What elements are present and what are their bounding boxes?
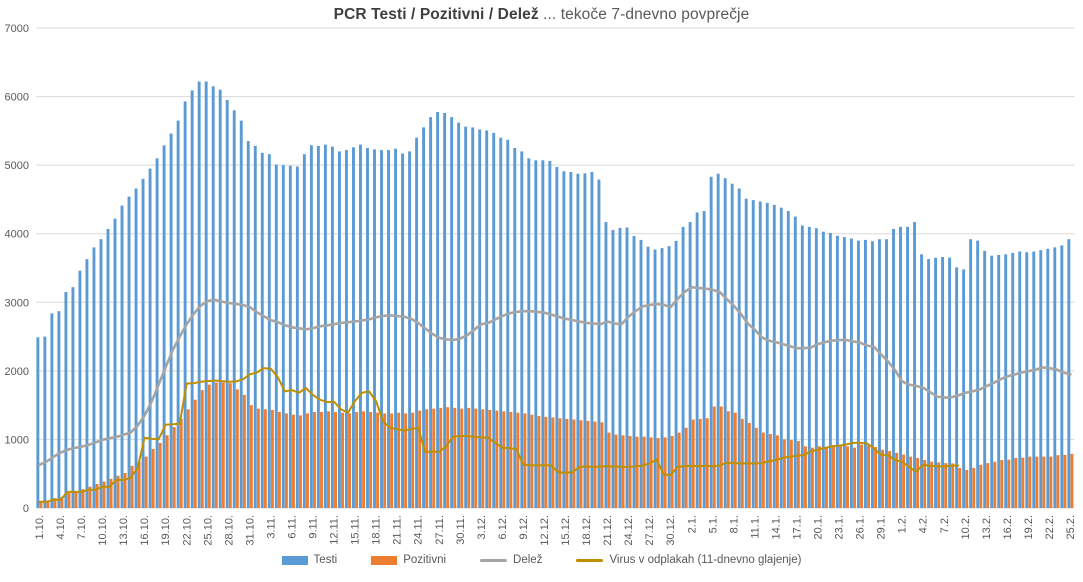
bars-pozitivni: [39, 382, 1074, 508]
svg-text:22.2.: 22.2.: [1044, 515, 1056, 539]
svg-text:25.2.: 25.2.: [1065, 515, 1077, 539]
chart-legend: Testi Pozitivni Delež Virus v odplakah (…: [0, 554, 1083, 566]
svg-text:10.2.: 10.2.: [960, 515, 972, 539]
legend-item-pozitivni: Pozitivni: [371, 554, 446, 566]
svg-text:9.11.: 9.11.: [308, 515, 320, 539]
svg-text:21.11.: 21.11.: [392, 515, 404, 545]
svg-text:6000: 6000: [5, 92, 29, 104]
svg-text:15.11.: 15.11.: [350, 515, 362, 545]
svg-text:15.12.: 15.12.: [560, 515, 572, 546]
svg-text:31.10.: 31.10.: [244, 515, 256, 546]
svg-text:2000: 2000: [5, 366, 29, 378]
svg-text:11.1.: 11.1.: [749, 515, 761, 539]
svg-text:2.1.: 2.1.: [686, 515, 698, 533]
svg-text:26.1.: 26.1.: [855, 515, 867, 539]
svg-text:7000: 7000: [5, 23, 29, 35]
svg-text:17.1.: 17.1.: [792, 515, 804, 539]
svg-text:5.1.: 5.1.: [707, 515, 719, 533]
svg-text:3.12.: 3.12.: [476, 515, 488, 539]
svg-text:5000: 5000: [5, 160, 29, 172]
svg-text:24.11.: 24.11.: [413, 515, 425, 545]
svg-text:19.10.: 19.10.: [160, 515, 172, 546]
svg-text:12.11.: 12.11.: [329, 515, 341, 545]
pozitivni-bar-swatch-icon: [371, 555, 398, 565]
svg-text:21.12.: 21.12.: [602, 515, 614, 546]
svg-text:4.10.: 4.10.: [55, 515, 67, 539]
legend-label-pozitivni: Pozitivni: [403, 554, 447, 566]
chart-title: PCR Testi / Pozitivni / Delež ... tekoče…: [0, 6, 1083, 24]
svg-text:8.1.: 8.1.: [728, 515, 740, 533]
legend-item-testi: Testi: [281, 554, 338, 566]
svg-text:4.2.: 4.2.: [918, 515, 930, 533]
svg-text:27.12.: 27.12.: [644, 515, 656, 546]
svg-text:7.10.: 7.10.: [76, 515, 88, 539]
svg-text:30.11.: 30.11.: [455, 515, 467, 545]
testi-bar-swatch-icon: [281, 555, 308, 565]
svg-text:0: 0: [23, 503, 29, 515]
svg-text:13.2.: 13.2.: [981, 515, 993, 539]
svg-text:1000: 1000: [5, 434, 29, 446]
svg-text:3.11.: 3.11.: [266, 515, 278, 539]
svg-text:6.12.: 6.12.: [497, 515, 509, 539]
legend-item-delez: Delež: [480, 554, 542, 566]
line-delez: [38, 285, 1072, 467]
svg-text:4000: 4000: [5, 229, 29, 241]
virus-line-swatch-icon: [576, 558, 604, 562]
svg-text:1.2.: 1.2.: [897, 515, 909, 533]
legend-item-virus: Virus v odplakah (11-dnevno glajenje): [576, 554, 801, 566]
chart-title-bold: PCR Testi / Pozitivni / Delež: [333, 6, 539, 23]
svg-text:13.10.: 13.10.: [118, 515, 130, 546]
legend-label-testi: Testi: [313, 554, 338, 566]
svg-text:30.12.: 30.12.: [665, 515, 677, 546]
svg-text:18.12.: 18.12.: [581, 515, 593, 546]
svg-text:20.1.: 20.1.: [813, 515, 825, 539]
x-axis-labels: 1.10. 4.10. 7.10. 10.10. 13.10. 16.10. 19.10. 2…: [34, 515, 1077, 546]
svg-text:10.10.: 10.10.: [97, 515, 109, 546]
svg-text:6.11.: 6.11.: [287, 515, 299, 539]
svg-text:29.1.: 29.1.: [876, 515, 888, 539]
y-axis-labels: 0 1000 2000 3000 4000 5000 6000 7000: [5, 23, 29, 515]
delez-line-swatch-icon: [480, 558, 508, 562]
svg-text:18.11.: 18.11.: [371, 515, 383, 545]
legend-label-virus: Virus v odplakah (11-dnevno glajenje): [609, 554, 802, 566]
svg-text:22.10.: 22.10.: [181, 515, 193, 546]
legend-label-delez: Delež: [513, 554, 543, 566]
svg-text:12.12.: 12.12.: [539, 515, 551, 546]
svg-text:23.1.: 23.1.: [834, 515, 846, 539]
svg-text:9.12.: 9.12.: [518, 515, 530, 539]
svg-text:7.2.: 7.2.: [939, 515, 951, 533]
line-virus: [38, 367, 960, 503]
svg-text:16.2.: 16.2.: [1002, 515, 1014, 539]
bars-testi: [36, 81, 1071, 509]
svg-text:25.10.: 25.10.: [202, 515, 214, 546]
svg-text:14.1.: 14.1.: [770, 515, 782, 539]
svg-text:24.12.: 24.12.: [623, 515, 635, 546]
chart-title-suffix: ... tekoče 7-dnevno povprečje: [538, 6, 750, 23]
svg-text:27.11.: 27.11.: [434, 515, 446, 545]
svg-text:1.10.: 1.10.: [34, 515, 46, 539]
svg-text:19.2.: 19.2.: [1023, 515, 1035, 539]
svg-text:28.10.: 28.10.: [223, 515, 235, 546]
svg-text:16.10.: 16.10.: [139, 515, 151, 546]
svg-text:3000: 3000: [5, 297, 29, 309]
